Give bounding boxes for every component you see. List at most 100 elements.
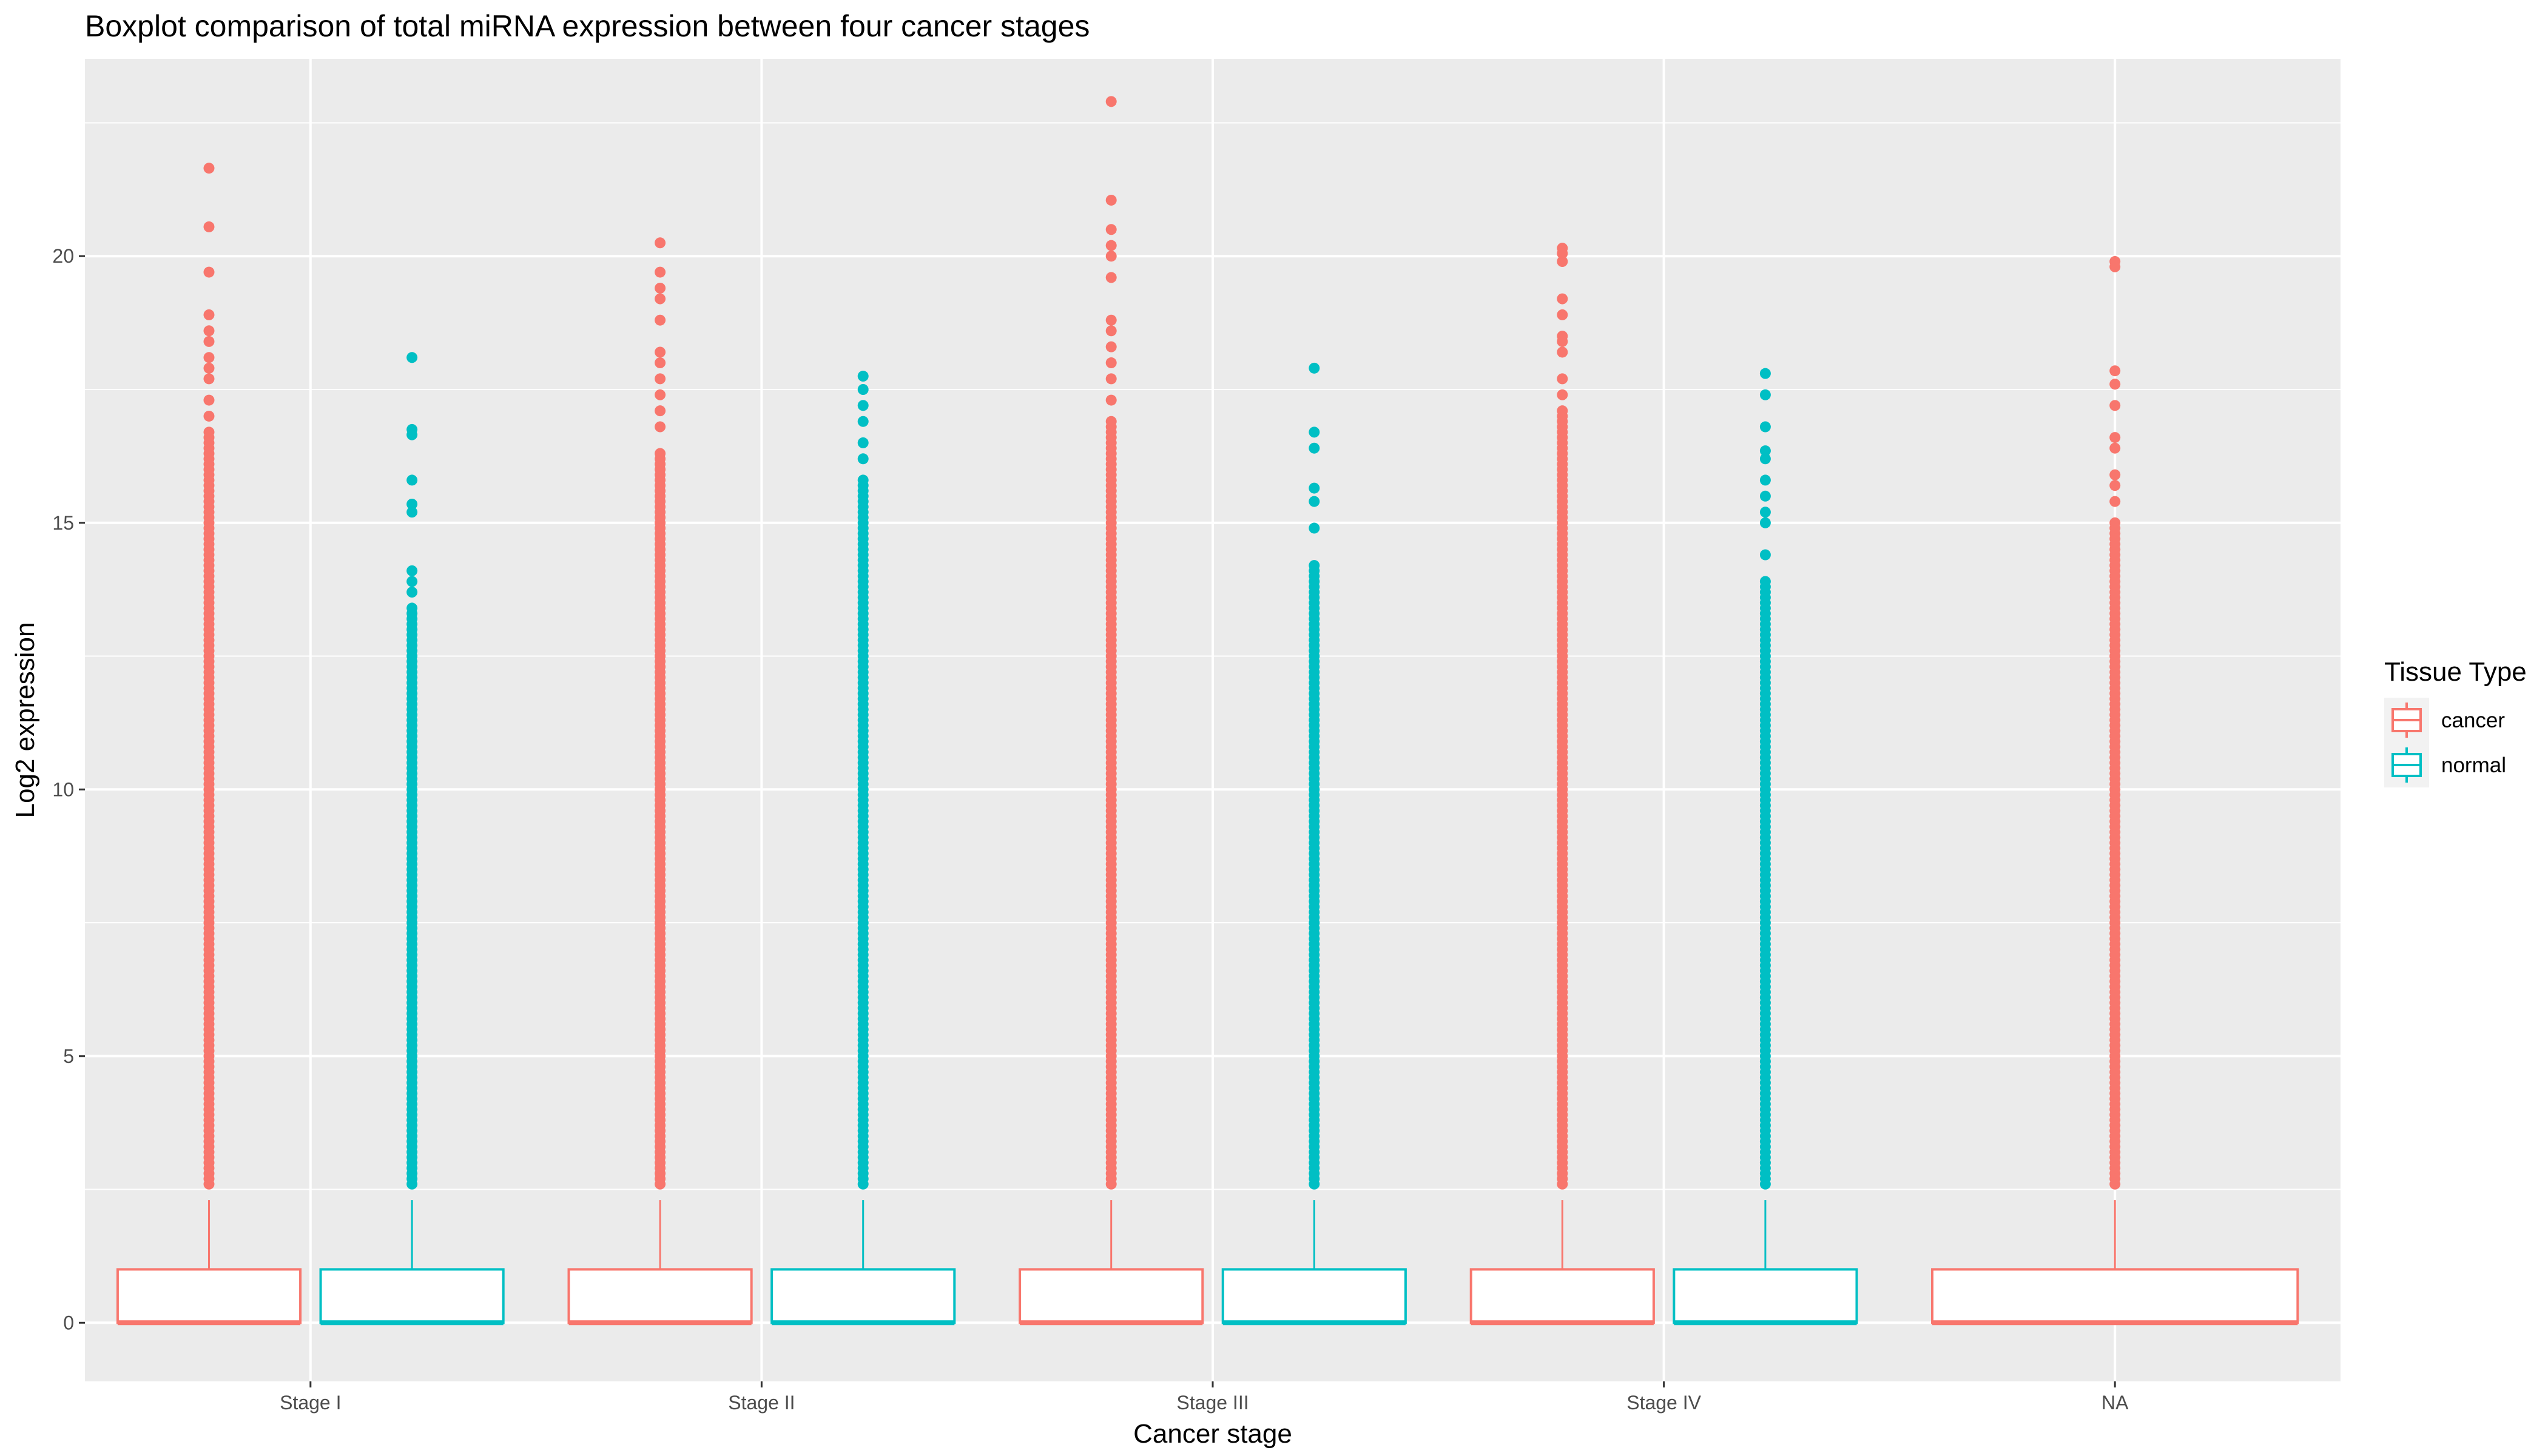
legend: Tissue Type cancer normal [2384,657,2527,787]
box-normal-stage-ii [770,1200,956,1326]
y-tick-label: 15 [52,512,74,534]
outlier-point [655,448,666,459]
outlier-point [1557,373,1568,385]
outlier-point [857,453,869,465]
x-tick-label: NA [2101,1392,2129,1414]
outlier-point [203,335,215,347]
box-cancer-na [1931,1200,2299,1326]
x-tick-label: Stage III [1176,1392,1249,1414]
outliers-cancer-stage-iv [1557,243,1568,1190]
outlier-point [655,373,666,385]
axis-ticks: 0 5 10 15 20 Stage I Stage II Stage III Stage IV… [52,245,2129,1414]
x-tick-label: Stage I [280,1392,341,1414]
outlier-point [1105,240,1117,251]
outlier-point [1759,549,1771,561]
legend-label-normal: normal [2441,753,2506,777]
outlier-point [2109,480,2121,491]
outlier-point [857,437,869,448]
outlier-point [1105,251,1117,262]
outlier-point [1309,362,1320,374]
outliers-cancer-stage-iii [1105,96,1117,1190]
outlier-point [2109,469,2121,480]
outlier-point [857,400,869,411]
outlier-point [1557,389,1568,400]
box-body [567,1268,753,1324]
outliers-normal-stage-i [406,352,418,1190]
y-tick-label: 10 [52,778,74,800]
outlier-point [2109,400,2121,411]
outlier-point [1759,517,1771,528]
x-tick-label: Stage IV [1626,1392,1701,1414]
outliers-normal-stage-iv [1759,368,1771,1190]
outlier-point [1105,194,1117,206]
outlier-point [1309,560,1320,571]
outlier-point [1759,576,1771,587]
box-cancer-stage-i [116,1200,302,1326]
outlier-point [1759,368,1771,379]
outliers-normal-stage-ii [857,371,869,1190]
outlier-point [2109,365,2121,377]
outlier-point [406,507,418,518]
box-layer [116,1200,2299,1326]
outlier-point [1759,445,1771,457]
outlier-point [406,352,418,363]
outlier-point [203,221,215,232]
outlier-point [2109,432,2121,443]
outlier-point [1105,224,1117,235]
outlier-point [1759,421,1771,433]
outlier-point [655,405,666,417]
outliers-cancer-stage-ii [655,237,666,1190]
y-tick-label: 0 [63,1312,74,1333]
outlier-point [1557,309,1568,320]
outliers-cancer-na [2109,256,2121,1190]
outlier-point [1309,426,1320,438]
outlier-point [1759,490,1771,502]
outlier-point [203,352,215,363]
outlier-point [406,474,418,486]
y-tick-label: 20 [52,245,74,267]
outlier-point [1557,256,1568,268]
outlier-point [655,346,666,358]
outlier-point [1557,405,1568,417]
outlier-point [203,325,215,337]
outlier-point [2109,379,2121,390]
y-tick-label: 5 [63,1045,74,1067]
outlier-point [406,498,418,510]
box-normal-stage-iii [1221,1200,1407,1326]
x-axis-title: Cancer stage [1133,1419,1292,1449]
outlier-points [203,96,2121,1190]
outlier-point [203,426,215,438]
outlier-point [406,576,418,587]
box-normal-stage-iv [1673,1200,1858,1326]
outlier-point [1557,293,1568,305]
outlier-point [1105,416,1117,427]
outlier-point [655,421,666,433]
outlier-point [857,384,869,395]
outlier-point [203,394,215,406]
outliers-cancer-stage-i [203,163,215,1190]
outlier-point [1105,394,1117,406]
outlier-point [857,371,869,382]
outlier-point [655,389,666,400]
box-body [1673,1268,1858,1324]
box-body [1221,1268,1407,1324]
outlier-point [655,282,666,294]
x-tick-label: Stage II [728,1392,795,1414]
outlier-point [1557,243,1568,254]
outlier-point [2109,496,2121,507]
outlier-point [1309,522,1320,534]
box-body [1019,1268,1204,1324]
outlier-point [1105,357,1117,369]
outlier-point [1759,507,1771,518]
box-body [319,1268,505,1324]
outlier-point [406,602,418,614]
legend-item-normal: normal [2384,743,2506,787]
legend-item-cancer: cancer [2384,698,2505,743]
outlier-point [1309,442,1320,454]
outlier-point [406,565,418,576]
y-axis-title: Log2 expression [10,622,40,818]
outlier-point [655,314,666,326]
outlier-point [857,416,869,427]
outlier-point [1105,373,1117,385]
